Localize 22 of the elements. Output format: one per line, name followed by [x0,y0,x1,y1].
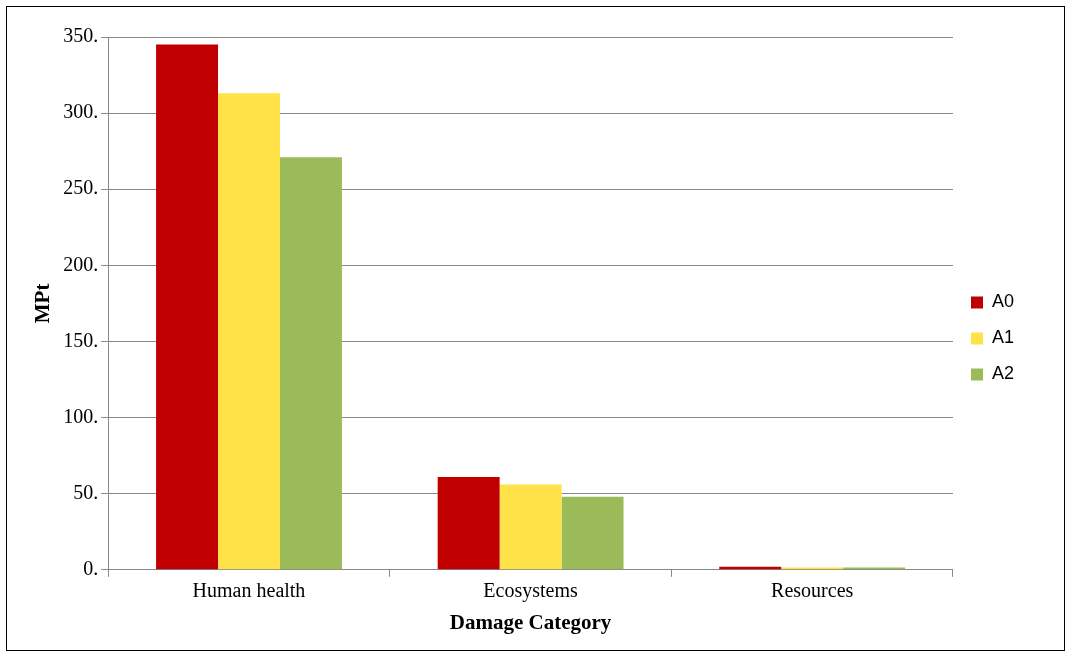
y-tick-label: 50. [73,480,99,503]
y-tick-label: 300. [63,100,99,123]
y-tick-label: 250. [63,176,99,199]
bar [218,93,280,570]
x-tick-label: Ecosystems [483,579,579,603]
y-tick-label: 100. [63,404,99,427]
bar [561,496,624,570]
y-tick-label: 350. [63,24,99,47]
y-tick-label: 0. [83,557,99,580]
bar [499,484,562,570]
y-axis-title: MPt [30,283,55,324]
bar [279,157,342,570]
bar [437,476,500,570]
legend-label: A0 [991,291,1015,312]
legend-label: A2 [991,363,1015,384]
legend-label: A1 [991,327,1015,348]
y-tick-label: 150. [63,328,99,351]
bar [156,44,219,570]
x-tick-label: Human health [192,579,306,602]
y-tick-label: 200. [63,252,99,275]
x-tick-label: Resources [771,579,854,602]
x-axis-title: Damage Category [449,609,612,634]
